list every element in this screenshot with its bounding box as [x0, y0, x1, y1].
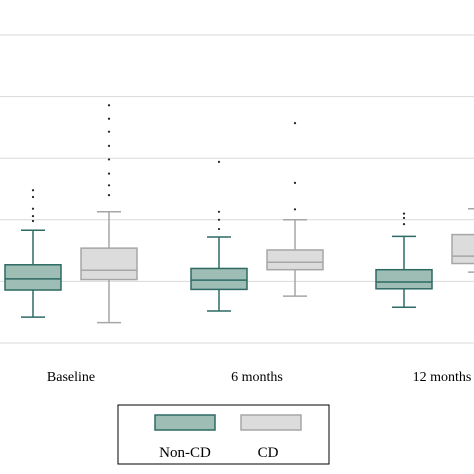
outlier-point [402, 212, 406, 215]
box-plot-area [4, 104, 474, 324]
interquartile-box [4, 264, 62, 291]
outlier-point [107, 172, 111, 175]
outlier-point [293, 181, 297, 184]
interquartile-box [451, 233, 474, 265]
outlier-point [107, 117, 111, 120]
legend-swatch-non-cd [154, 414, 216, 431]
outlier-point [107, 104, 111, 107]
outlier-point [217, 210, 221, 213]
outlier-point [107, 184, 111, 187]
legend-frame [117, 404, 330, 465]
box-cd-2 [451, 207, 474, 273]
legend-swatch-cd [240, 414, 302, 431]
outlier-point [31, 215, 35, 218]
interquartile-box [190, 267, 248, 291]
gridlines [0, 34, 474, 344]
box-non-cd-1 [190, 160, 248, 312]
interquartile-box [80, 247, 138, 281]
x-tick-label: 12 months [413, 370, 472, 385]
box-cd-1 [266, 121, 324, 297]
outlier-point [217, 218, 221, 221]
outlier-point [293, 121, 297, 125]
outlier-point [107, 158, 111, 161]
legend-label-non-cd: Non-CD [159, 445, 211, 461]
outlier-point [31, 195, 35, 199]
x-axis-tick-labels: Baseline 6 months 12 months [47, 370, 471, 385]
outlier-point [107, 144, 111, 147]
outlier-point [31, 189, 35, 192]
outlier-point [402, 216, 406, 220]
outlier-point [107, 194, 111, 197]
outlier-point [107, 130, 111, 133]
interquartile-box [375, 268, 433, 290]
outlier-point [31, 219, 35, 223]
outlier-point [31, 207, 35, 210]
box-non-cd-2 [375, 212, 433, 309]
box-non-cd-0 [4, 189, 62, 318]
x-tick-label: Baseline [47, 370, 95, 385]
legend-label-cd: CD [258, 445, 279, 461]
interquartile-box [266, 249, 324, 271]
outlier-point [217, 227, 221, 231]
outlier-point [293, 208, 297, 211]
outlier-point [402, 223, 406, 226]
x-tick-label: 6 months [231, 370, 283, 385]
legend: Non-CD CD [117, 404, 330, 465]
outlier-point [217, 160, 221, 163]
box-cd-0 [80, 104, 138, 324]
